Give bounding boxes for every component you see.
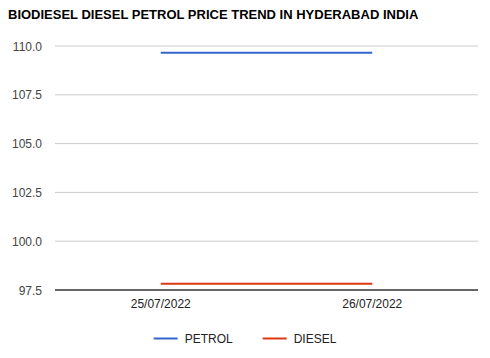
grid-line: [55, 192, 478, 193]
chart-title: BIODIESEL DIESEL PETROL PRICE TREND IN H…: [8, 7, 419, 22]
y-tick-label: 97.5: [19, 284, 43, 298]
grid-line: [55, 290, 478, 291]
chart-svg: BIODIESEL DIESEL PETROL PRICE TREND IN H…: [0, 0, 490, 358]
legend-label: PETROL: [185, 332, 233, 346]
legend: PETROL DIESEL: [154, 332, 337, 346]
grid-line: [55, 46, 478, 47]
series-line: [161, 283, 373, 285]
series-line: [161, 52, 373, 54]
chart-container: BIODIESEL DIESEL PETROL PRICE TREND IN H…: [0, 0, 490, 358]
x-axis-line: [55, 290, 478, 291]
y-tick-label: 102.5: [12, 186, 42, 200]
grid-line: [55, 143, 478, 144]
x-tick-label: 26/07/2022: [342, 297, 402, 311]
legend-label: DIESEL: [294, 332, 337, 346]
grid-line: [55, 241, 478, 242]
y-tick-label: 107.5: [12, 88, 42, 102]
y-tick-label: 100.0: [12, 235, 42, 249]
grid-line: [55, 94, 478, 95]
legend-swatch: [154, 338, 178, 340]
series-group: [161, 53, 373, 284]
y-tick-label: 105.0: [12, 137, 42, 151]
x-tick-label: 25/07/2022: [131, 297, 191, 311]
y-tick-label: 110.0: [13, 40, 42, 54]
legend-swatch: [263, 338, 287, 340]
